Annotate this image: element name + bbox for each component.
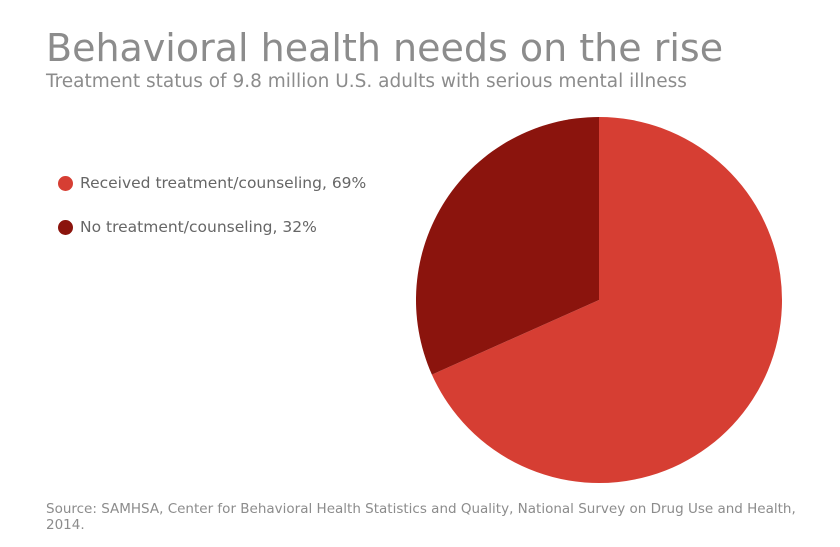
source-note: Source: SAMHSA, Center for Behavioral He…: [46, 501, 796, 533]
pie-slice-no-treatment: [416, 117, 599, 375]
legend-swatch-no-treatment: [58, 219, 73, 235]
pie-slice-received: [431, 117, 783, 483]
legend-swatch-received: [58, 175, 73, 191]
legend-label-received: Received treatment/counseling, 69%: [80, 174, 367, 192]
legend-item-no-treatment: No treatment/counseling, 32%: [58, 216, 366, 238]
chart-subtitle: Treatment status of 9.8 million U.S. adu…: [46, 71, 687, 92]
chart-title: Behavioral health needs on the rise: [46, 26, 724, 70]
legend-item-received: Received treatment/counseling, 69%: [58, 172, 366, 194]
legend-label-no-treatment: No treatment/counseling, 32%: [80, 218, 317, 236]
legend: Received treatment/counseling, 69% No tr…: [58, 172, 366, 260]
